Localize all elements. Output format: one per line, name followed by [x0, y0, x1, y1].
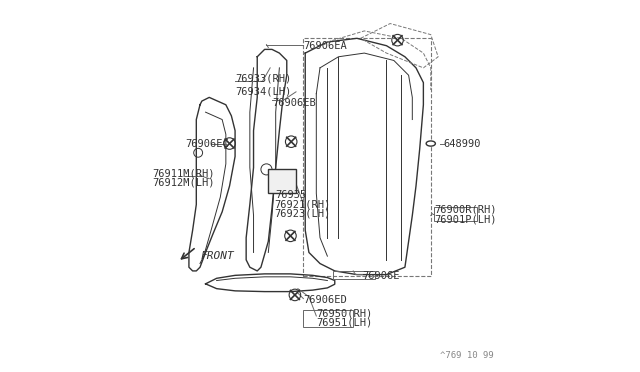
Text: 76935: 76935 — [276, 190, 307, 200]
Bar — [435, 207, 477, 221]
Text: 76906EA: 76906EA — [303, 41, 347, 51]
Text: 76906EB: 76906EB — [272, 98, 316, 108]
Text: 648990: 648990 — [444, 138, 481, 148]
Text: 76900R(RH): 76900R(RH) — [435, 205, 497, 215]
Text: 76901P(LH): 76901P(LH) — [435, 214, 497, 224]
Text: 76906EC: 76906EC — [185, 138, 229, 148]
Text: 76950(RH): 76950(RH) — [316, 308, 372, 318]
Text: 76951(LH): 76951(LH) — [316, 318, 372, 328]
Text: 76906E: 76906E — [362, 272, 400, 282]
Text: 76923(LH): 76923(LH) — [274, 209, 330, 219]
Text: 76912M(LH): 76912M(LH) — [152, 177, 214, 187]
Text: FRONT: FRONT — [200, 251, 234, 261]
FancyBboxPatch shape — [268, 169, 296, 193]
Bar — [333, 271, 376, 279]
Text: 76911M(RH): 76911M(RH) — [152, 168, 214, 178]
Text: 76934(LH): 76934(LH) — [235, 87, 291, 97]
Text: 76921(RH): 76921(RH) — [274, 199, 330, 209]
Bar — [303, 310, 353, 327]
Text: ^769 10 99: ^769 10 99 — [440, 350, 493, 359]
Text: 76906ED: 76906ED — [303, 295, 347, 305]
Text: 76933(RH): 76933(RH) — [235, 74, 291, 84]
Ellipse shape — [426, 141, 435, 146]
